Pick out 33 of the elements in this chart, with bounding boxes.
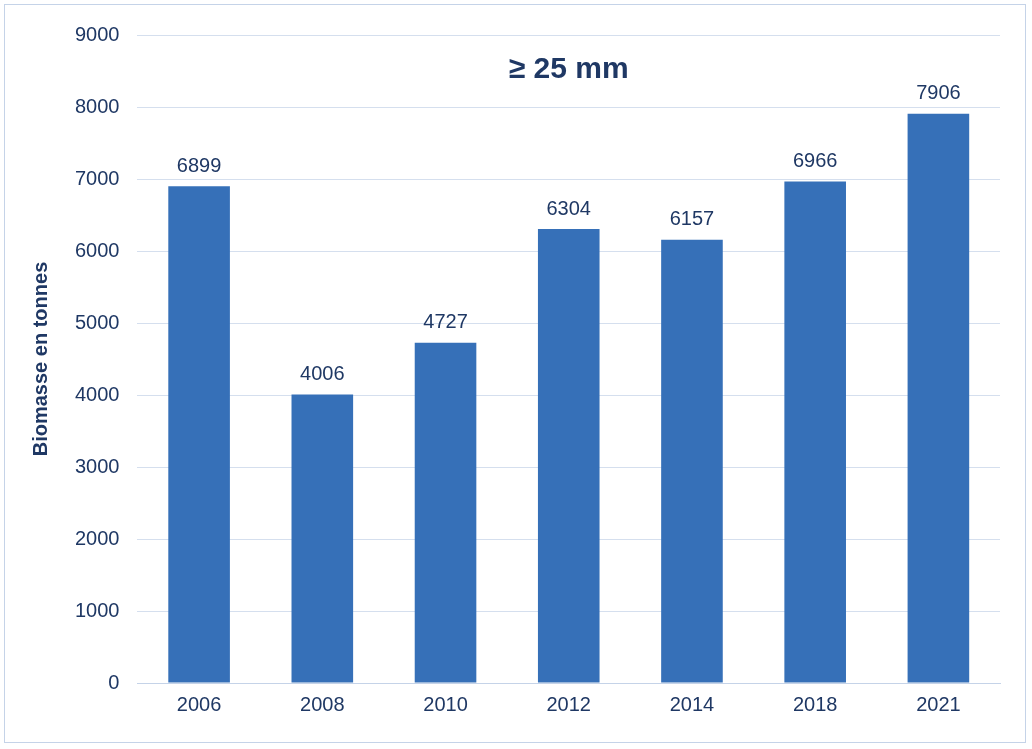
x-tick-label: 2012 — [546, 692, 591, 715]
data-label: 6157 — [669, 207, 715, 230]
y-tick-label: 0 — [108, 670, 120, 693]
y-tick-label: 3000 — [74, 454, 120, 477]
x-tick-label: 2018 — [792, 692, 838, 715]
bar — [661, 239, 723, 683]
y-tick-label: 4000 — [74, 382, 120, 405]
x-tick-label: 2010 — [423, 692, 468, 715]
y-tick-label: 7000 — [74, 166, 120, 189]
y-tick-label: 9000 — [74, 22, 120, 45]
data-label: 4006 — [300, 362, 345, 385]
y-tick-label: 8000 — [74, 94, 120, 117]
x-tick-label: 2021 — [916, 692, 961, 715]
data-label: 6899 — [176, 153, 222, 176]
y-tick-label: 6000 — [74, 238, 120, 261]
bar — [907, 113, 970, 683]
y-axis-title: Biomasse en tonnes — [28, 261, 51, 457]
data-label: 4727 — [423, 310, 468, 333]
data-label: 7906 — [916, 81, 961, 104]
data-label: 6304 — [546, 196, 591, 219]
y-tick-label: 5000 — [74, 310, 120, 333]
text: ≥ 25 mm — [508, 51, 629, 85]
y-tick-label: 1000 — [74, 598, 120, 621]
data-label: 6966 — [792, 148, 838, 171]
x-tick-label: 2014 — [669, 692, 715, 715]
bar — [537, 229, 600, 683]
x-tick-label: 2006 — [176, 692, 222, 715]
y-tick-label: 2000 — [74, 526, 120, 549]
x-tick-label: 2008 — [300, 692, 345, 715]
bar — [414, 342, 477, 683]
bar — [291, 394, 354, 683]
bar — [784, 181, 846, 683]
bar — [168, 186, 230, 683]
